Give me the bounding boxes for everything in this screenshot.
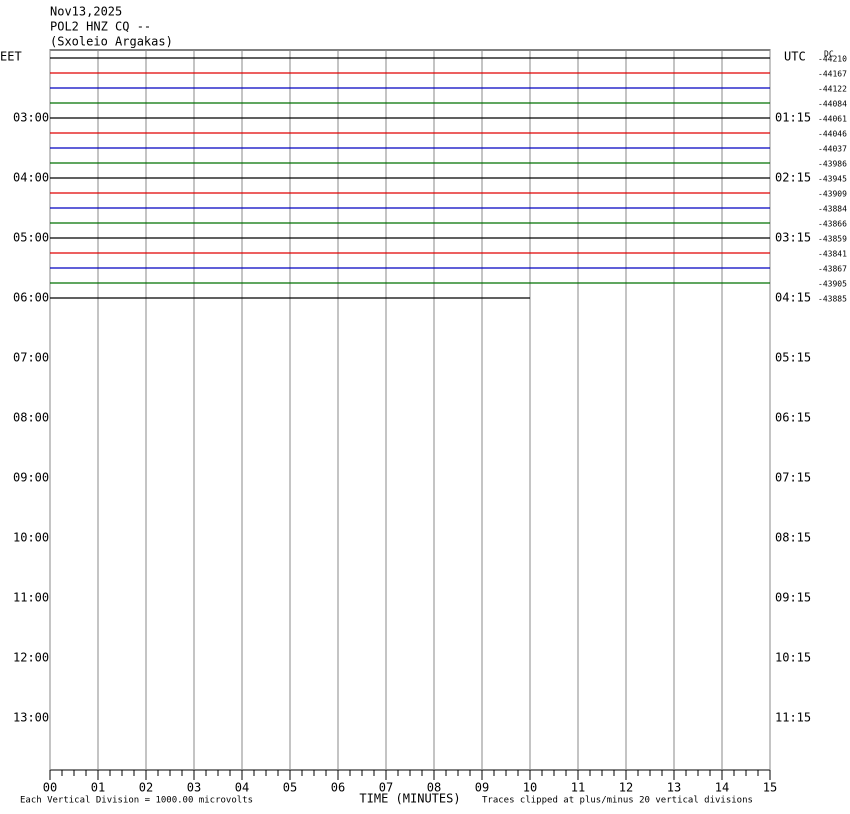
clip-note: Traces clipped at plus/minus 20 vertical… <box>482 796 753 806</box>
dc-value: -43866 <box>818 220 847 229</box>
x-tick-label: 09 <box>475 781 489 795</box>
dc-value: -43905 <box>818 280 847 289</box>
dc-value: -44046 <box>818 130 847 139</box>
x-tick-label: 11 <box>571 781 585 795</box>
left-time-label: 13:00 <box>13 711 49 725</box>
right-time-label: 01:15 <box>775 111 811 125</box>
x-axis-label: TIME (MINUTES) <box>359 792 460 806</box>
dc-value: -43841 <box>818 250 847 259</box>
right-time-label: 10:15 <box>775 651 811 665</box>
scale-note: Each Vertical Division = 1000.00 microvo… <box>20 796 253 806</box>
title-line: POL2 HNZ CQ -- <box>50 20 151 34</box>
plot-frame <box>49 49 771 771</box>
dc-value: -44167 <box>818 70 847 79</box>
right-time-label: 04:15 <box>775 291 811 305</box>
dc-value: -43885 <box>818 295 847 304</box>
x-tick-label: 03 <box>187 781 201 795</box>
title-line: Nov13,2025 <box>50 5 122 19</box>
dc-value: -44122 <box>818 85 847 94</box>
dc-value: -44061 <box>818 115 847 124</box>
left-zone: EET <box>0 50 22 64</box>
title-line: (Sxoleio Argakas) <box>50 35 173 49</box>
dc-value: -43986 <box>818 160 847 169</box>
left-time-label: 12:00 <box>13 651 49 665</box>
left-time-label: 11:00 <box>13 591 49 605</box>
x-tick-label: 06 <box>331 781 345 795</box>
right-time-label: 09:15 <box>775 591 811 605</box>
right-time-label: 05:15 <box>775 351 811 365</box>
dc-value: -43909 <box>818 190 847 199</box>
x-tick-label: 08 <box>427 781 441 795</box>
x-tick-label: 07 <box>379 781 393 795</box>
left-time-label: 03:00 <box>13 111 49 125</box>
dc-value: -44210 <box>818 55 847 64</box>
x-tick-label: 15 <box>763 781 777 795</box>
right-time-label: 11:15 <box>775 711 811 725</box>
right-time-label: 06:15 <box>775 411 811 425</box>
x-tick-label: 10 <box>523 781 537 795</box>
dc-value: -44037 <box>818 145 847 154</box>
x-tick-label: 05 <box>283 781 297 795</box>
x-tick-label: 12 <box>619 781 633 795</box>
left-time-label: 06:00 <box>13 291 49 305</box>
left-time-label: 08:00 <box>13 411 49 425</box>
right-time-label: 08:15 <box>775 531 811 545</box>
x-tick-label: 14 <box>715 781 729 795</box>
left-time-label: 10:00 <box>13 531 49 545</box>
right-time-label: 03:15 <box>775 231 811 245</box>
left-time-label: 09:00 <box>13 471 49 485</box>
dc-value: -44084 <box>818 100 847 109</box>
left-time-label: 05:00 <box>13 231 49 245</box>
dc-header: DC <box>824 50 834 59</box>
right-time-label: 02:15 <box>775 171 811 185</box>
x-tick-label: 00 <box>43 781 57 795</box>
left-time-label: 07:00 <box>13 351 49 365</box>
right-time-label: 07:15 <box>775 471 811 485</box>
dc-value: -43859 <box>818 235 847 244</box>
x-tick-label: 13 <box>667 781 681 795</box>
right-zone: UTC <box>784 50 806 64</box>
x-tick-label: 02 <box>139 781 153 795</box>
dc-value: -43945 <box>818 175 847 184</box>
left-time-label: 04:00 <box>13 171 49 185</box>
x-tick-label: 01 <box>91 781 105 795</box>
dc-value: -43867 <box>818 265 847 274</box>
dc-value: -43884 <box>818 205 847 214</box>
x-tick-label: 04 <box>235 781 249 795</box>
